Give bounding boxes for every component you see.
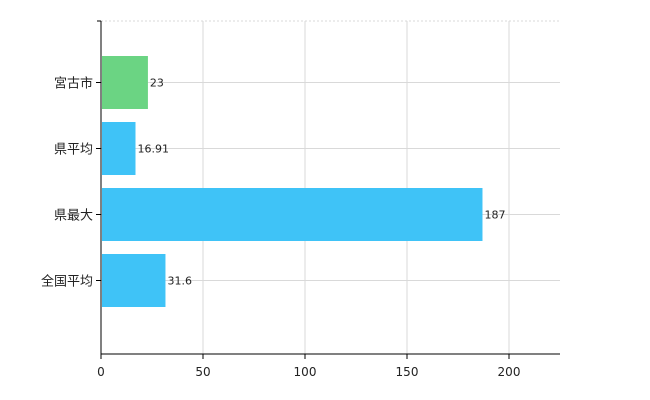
data-label: 23 xyxy=(150,77,164,90)
axes xyxy=(96,20,560,359)
bar xyxy=(102,254,166,307)
y-tick-label: 県最大 xyxy=(54,209,93,224)
y-tick-label: 県平均 xyxy=(54,143,93,158)
x-tick-label: 100 xyxy=(294,365,317,379)
bar xyxy=(102,188,483,241)
bars xyxy=(102,56,483,307)
data-label: 187 xyxy=(484,209,505,222)
x-tick-label: 50 xyxy=(195,365,210,379)
data-label: 31.6 xyxy=(167,275,192,288)
y-tick-label: 全国平均 xyxy=(41,274,93,290)
x-tick-label: 150 xyxy=(396,365,419,379)
bar xyxy=(102,122,136,175)
data-label: 16.91 xyxy=(137,143,169,156)
x-tick-label: 0 xyxy=(97,365,105,379)
y-tick-label: 宮古市 xyxy=(54,76,93,92)
grid xyxy=(101,20,560,354)
bar xyxy=(102,56,148,109)
x-tick-label: 200 xyxy=(498,365,521,379)
